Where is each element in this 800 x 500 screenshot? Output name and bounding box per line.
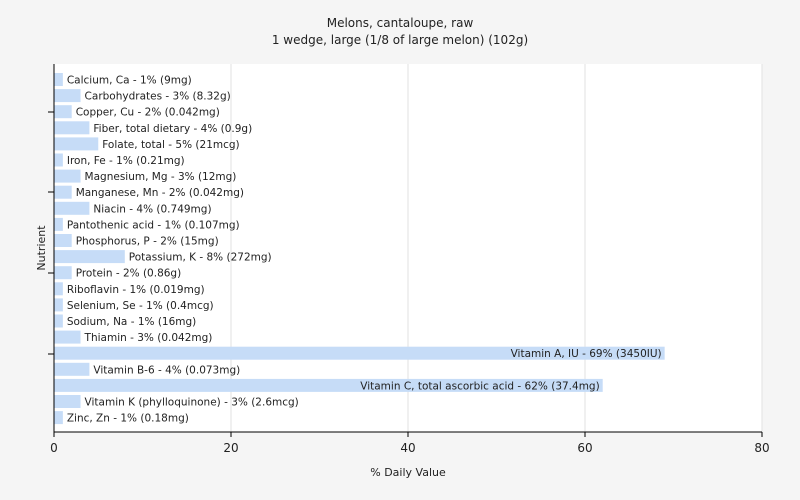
bar-label: Potassium, K - 8% (272mg)	[129, 252, 272, 264]
bar-label: Niacin - 4% (0.749mg)	[93, 203, 211, 215]
axes	[48, 64, 763, 437]
bar	[54, 121, 90, 135]
bar	[54, 153, 63, 167]
bar-label: Riboflavin - 1% (0.019mg)	[67, 284, 205, 296]
bar-label: Manganese, Mn - 2% (0.042mg)	[76, 187, 244, 199]
bar	[54, 346, 665, 360]
bar	[54, 411, 63, 425]
gridlines	[230, 64, 763, 432]
chart-subtitle: 1 wedge, large (1/8 of large melon) (102…	[272, 33, 528, 47]
chart-title: Melons, cantaloupe, raw	[327, 16, 474, 30]
bar-label: Iron, Fe - 1% (0.21mg)	[67, 155, 185, 167]
y-axis-label: Nutrient	[35, 225, 48, 271]
x-tick-labels: 0 20 40 60 80	[50, 441, 769, 455]
bar-label: Protein - 2% (0.86g)	[76, 268, 182, 280]
bar	[54, 73, 63, 86]
bar	[54, 266, 72, 280]
bars	[54, 73, 665, 425]
bar	[54, 330, 81, 344]
bar-label: Carbohydrates - 3% (8.32g)	[85, 91, 231, 103]
bar	[54, 314, 63, 328]
bar	[54, 217, 63, 231]
bar-label: Pantothenic acid - 1% (0.107mg)	[67, 219, 240, 231]
bar-label: Vitamin A, IU - 69% (3450IU)	[511, 348, 662, 360]
bar-label: Phosphorus, P - 2% (15mg)	[76, 236, 219, 248]
x-tick-label: 0	[50, 441, 58, 455]
x-axis-label: % Daily Value	[370, 466, 446, 479]
bar	[54, 250, 125, 264]
bar	[54, 282, 63, 296]
x-tick-label: 60	[577, 441, 592, 455]
x-tick-label: 20	[223, 441, 238, 455]
bar-label: Vitamin K (phylloquinone) - 3% (2.6mcg)	[85, 397, 299, 409]
bar-label: Folate, total - 5% (21mcg)	[102, 139, 239, 151]
bar-labels: Calcium, Ca - 1% (9mg) Carbohydrates - 3%…	[67, 75, 662, 425]
x-tick-label: 80	[754, 441, 769, 455]
bar-label: Zinc, Zn - 1% (0.18mg)	[67, 413, 189, 425]
bar-label: Copper, Cu - 2% (0.042mg)	[76, 107, 220, 119]
bar	[54, 395, 81, 408]
bar	[54, 378, 603, 392]
bar-label: Sodium, Na - 1% (16mg)	[67, 316, 196, 328]
x-tick-label: 40	[400, 441, 415, 455]
bar	[54, 362, 90, 376]
bar	[54, 169, 81, 183]
bar-label: Selenium, Se - 1% (0.4mcg)	[67, 300, 214, 312]
bar	[54, 89, 81, 103]
bar	[54, 201, 90, 215]
bar-label: Vitamin B-6 - 4% (0.073mg)	[93, 364, 240, 376]
bar	[54, 298, 63, 312]
bar-label: Calcium, Ca - 1% (9mg)	[67, 75, 192, 87]
bar-label: Vitamin C, total ascorbic acid - 62% (37…	[360, 380, 599, 392]
bar-label: Fiber, total dietary - 4% (0.9g)	[93, 123, 252, 135]
bar-label: Magnesium, Mg - 3% (12mg)	[85, 171, 237, 183]
bar-label: Thiamin - 3% (0.042mg)	[84, 332, 213, 344]
bar	[54, 137, 99, 151]
bar	[54, 234, 72, 247]
bar	[54, 185, 72, 199]
bar	[54, 105, 72, 119]
